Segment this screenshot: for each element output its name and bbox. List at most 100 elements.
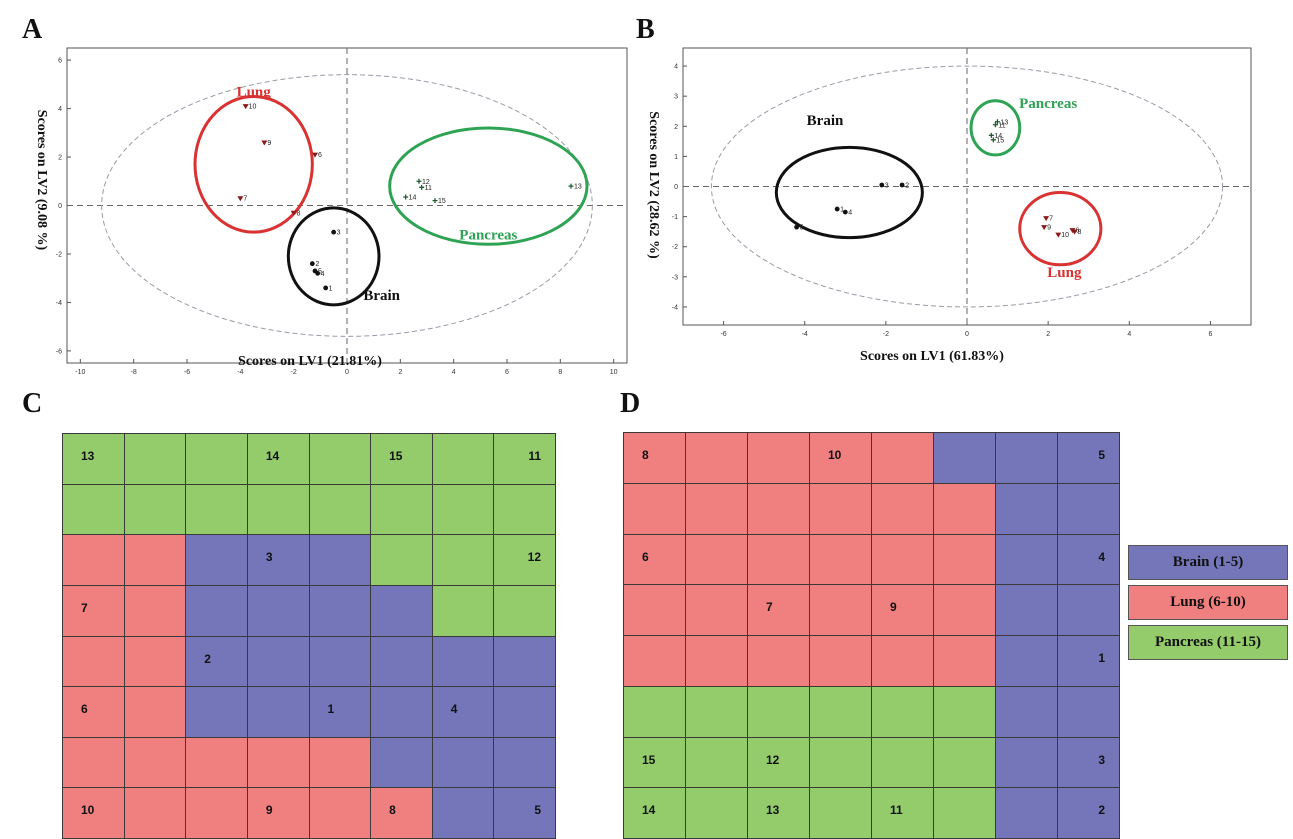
som-cell-pancreas: 13 <box>748 788 810 839</box>
group-ring-lung <box>193 94 314 234</box>
data-point-label: 4 <box>848 210 852 217</box>
data-point-label: 10 <box>249 104 257 111</box>
som-sample-label: 8 <box>642 448 649 462</box>
som-cell-brain <box>247 585 310 637</box>
som-cell-brain <box>247 636 310 688</box>
som-cell-lung <box>748 636 810 687</box>
x-tick-label: -8 <box>131 369 137 376</box>
som-sample-label: 9 <box>265 803 273 818</box>
y-tick-label: -2 <box>56 251 62 258</box>
data-point-brain <box>794 224 799 230</box>
som-cell-lung <box>124 788 187 839</box>
som-cell-pancreas <box>247 484 310 536</box>
legend-item-brain: Brain (1-5) <box>1128 545 1288 580</box>
som-cell-brain <box>186 585 248 637</box>
som-cell-brain <box>996 686 1058 738</box>
y-tick-label: -4 <box>672 304 678 311</box>
som-cell-pancreas <box>810 737 872 789</box>
som-cell-lung <box>686 483 748 535</box>
som-cell-lung: 10 <box>810 433 872 484</box>
confidence-ellipse <box>101 74 593 337</box>
x-tick-label: 0 <box>345 369 349 376</box>
y-tick-label: 0 <box>674 184 678 191</box>
som-cell-pancreas <box>810 686 872 738</box>
som-cell-brain: 3 <box>247 535 310 586</box>
y-tick-label: 2 <box>674 124 678 131</box>
som-cell-pancreas <box>432 434 495 485</box>
som-sample-label: 4 <box>450 702 458 717</box>
som-map-d: 8 10 5 6 4 7 9 1 15 12 3 14 13 11 2 <box>623 432 1120 839</box>
data-point-label: 2 <box>315 261 319 268</box>
data-point-lung <box>1043 216 1050 222</box>
x-tick-label: -10 <box>75 369 85 376</box>
data-point-lung <box>1041 225 1048 231</box>
som-cell-pancreas <box>686 686 748 738</box>
som-cell-lung <box>810 636 872 687</box>
som-sample-label: 2 <box>204 651 211 666</box>
som-cell-lung <box>124 535 187 586</box>
som-cell-lung <box>748 534 810 586</box>
som-cell-brain <box>247 687 310 738</box>
som-cell-brain <box>1058 483 1120 535</box>
data-point-brain <box>899 182 905 188</box>
som-cell-brain <box>432 788 495 839</box>
data-point-pancreas <box>994 119 1000 125</box>
data-point-label: 15 <box>438 198 446 205</box>
som-sample-label: 5 <box>1098 448 1105 462</box>
som-cell-pancreas <box>186 434 248 485</box>
som-cell-pancreas <box>124 434 187 485</box>
som-cell-lung <box>872 636 934 687</box>
som-cell-pancreas: 11 <box>494 434 556 485</box>
som-cell-brain <box>186 687 248 738</box>
som-cell-pancreas: 15 <box>624 737 686 789</box>
data-point-pancreas <box>416 178 422 184</box>
som-sample-label: 8 <box>389 803 396 818</box>
group-label-brain: Brain <box>363 288 400 304</box>
som-cell-brain <box>1058 585 1120 636</box>
som-map-c: 13 14 15 11 3 12 7 2 6 1 4 10 9 8 5 <box>62 433 556 839</box>
y-tick-label: -4 <box>56 300 62 307</box>
data-point-brain <box>331 229 337 235</box>
x-tick-label: -4 <box>237 369 243 376</box>
y-tick-label: -2 <box>672 244 678 251</box>
som-cell-pancreas <box>432 535 495 586</box>
legend-label-lung: Lung (6-10) <box>1170 594 1246 610</box>
som-sample-label: 10 <box>828 448 842 462</box>
som-cell-pancreas <box>309 484 372 536</box>
som-cell-brain <box>996 534 1058 586</box>
som-cell-lung <box>748 483 810 535</box>
som-cell-brain <box>371 687 433 738</box>
som-sample-label: 14 <box>265 449 280 463</box>
legend-item-lung: Lung (6-10) <box>1128 585 1288 620</box>
som-sample-label: 11 <box>528 449 541 463</box>
y-tick-label: 0 <box>58 203 62 210</box>
data-point-label: 3 <box>885 182 889 189</box>
som-cell-pancreas <box>624 686 686 738</box>
som-cell-brain <box>494 737 556 789</box>
som-cell-lung: 7 <box>748 585 810 636</box>
data-point-label: 2 <box>905 182 909 189</box>
x-tick-label: 0 <box>965 331 969 338</box>
som-cell-brain <box>996 737 1058 789</box>
som-cell-lung <box>186 737 248 789</box>
data-point-label: 11 <box>425 185 432 192</box>
som-cell-pancreas <box>934 686 996 738</box>
legend-label-pancreas: Pancreas (11-15) <box>1155 634 1261 650</box>
panel-letter-d: D <box>620 388 641 419</box>
som-cell-lung <box>63 535 125 586</box>
som-cell-lung <box>748 433 810 484</box>
som-cell-brain <box>1058 686 1120 738</box>
som-sample-label: 1 <box>327 702 335 717</box>
som-cell-pancreas: 14 <box>247 434 310 485</box>
som-cell-lung: 9 <box>247 788 310 839</box>
legend-label-brain: Brain (1-5) <box>1172 554 1244 570</box>
som-cell-brain <box>371 585 433 637</box>
som-cell-pancreas: 13 <box>63 434 125 485</box>
som-cell-lung <box>934 636 996 687</box>
som-cell-pancreas <box>686 788 748 839</box>
x-tick-label: -2 <box>291 369 297 376</box>
data-point-lung <box>261 140 268 146</box>
data-point-label: 8 <box>297 210 301 217</box>
som-cell-brain <box>996 483 1058 535</box>
y-axis-title: Scores on LV2 (9.08 %) <box>34 110 49 251</box>
